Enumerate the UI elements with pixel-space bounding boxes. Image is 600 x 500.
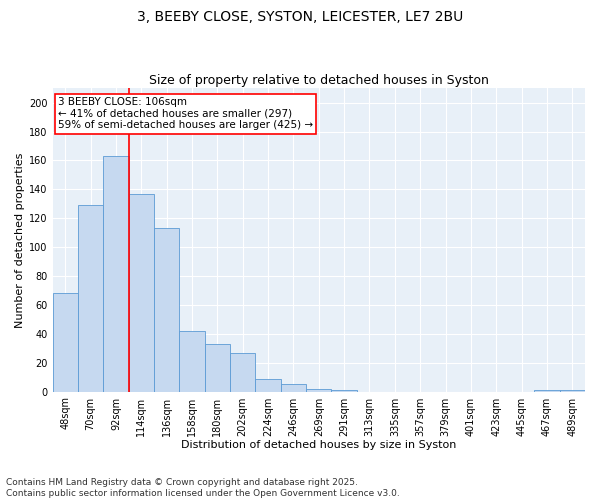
Bar: [53, 294, 78, 392]
Bar: [103, 156, 128, 392]
X-axis label: Distribution of detached houses by size in Syston: Distribution of detached houses by size …: [181, 440, 457, 450]
Bar: [154, 228, 179, 392]
Bar: [560, 390, 585, 392]
Bar: [205, 344, 230, 392]
Title: Size of property relative to detached houses in Syston: Size of property relative to detached ho…: [149, 74, 489, 87]
Bar: [331, 390, 357, 392]
Bar: [534, 390, 560, 392]
Bar: [281, 384, 306, 392]
Bar: [128, 194, 154, 392]
Bar: [179, 331, 205, 392]
Bar: [306, 388, 331, 392]
Y-axis label: Number of detached properties: Number of detached properties: [15, 152, 25, 328]
Bar: [256, 378, 281, 392]
Text: 3 BEEBY CLOSE: 106sqm
← 41% of detached houses are smaller (297)
59% of semi-det: 3 BEEBY CLOSE: 106sqm ← 41% of detached …: [58, 98, 313, 130]
Bar: [78, 205, 103, 392]
Text: 3, BEEBY CLOSE, SYSTON, LEICESTER, LE7 2BU: 3, BEEBY CLOSE, SYSTON, LEICESTER, LE7 2…: [137, 10, 463, 24]
Bar: [230, 352, 256, 392]
Text: Contains HM Land Registry data © Crown copyright and database right 2025.
Contai: Contains HM Land Registry data © Crown c…: [6, 478, 400, 498]
